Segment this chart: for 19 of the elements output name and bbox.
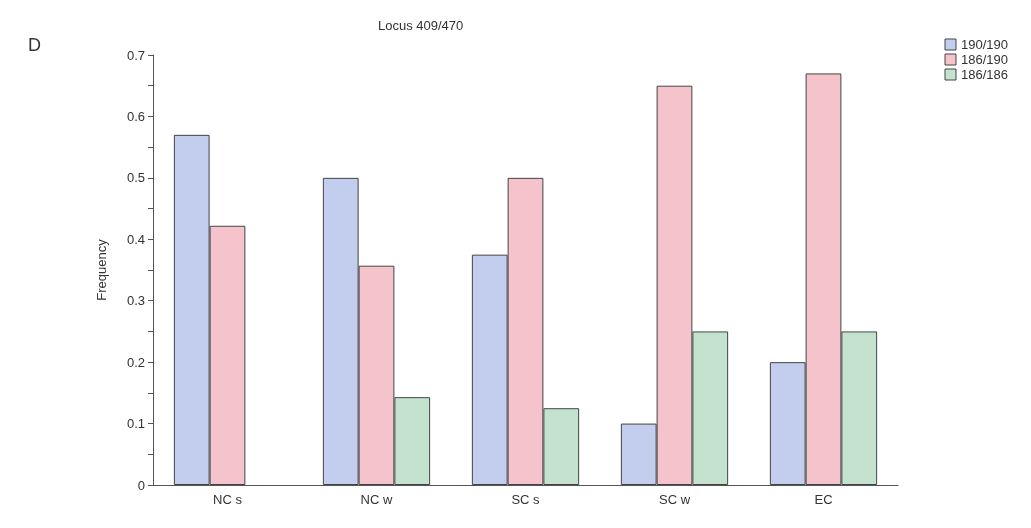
legend-label: 186/186 xyxy=(961,67,1009,82)
y-tick-label: 0.6 xyxy=(126,108,145,124)
x-tick-label: SC s xyxy=(511,492,541,507)
x-tick-label: EC xyxy=(814,492,833,507)
x-tick-label: SC w xyxy=(658,492,691,507)
text: D xyxy=(28,35,41,55)
legend-label: 186/190 xyxy=(961,52,1009,67)
y-tick-label: 0.3 xyxy=(126,293,145,309)
y-tick-label: 0.5 xyxy=(126,170,145,186)
y-tick-label: 0.1 xyxy=(126,416,145,432)
y-tick-label: 0.4 xyxy=(126,231,145,247)
legend-label: 190/190 xyxy=(961,37,1009,52)
y-axis-title: Frequency xyxy=(94,238,109,301)
x-tick-label: NC s xyxy=(213,492,243,507)
chart-title: Locus 409/470 xyxy=(378,18,464,33)
y-tick-label: 0.7 xyxy=(126,47,145,63)
y-tick-label: 0 xyxy=(137,477,145,493)
x-tick-label: NC w xyxy=(360,492,393,507)
y-tick-label: 0.2 xyxy=(126,354,145,370)
